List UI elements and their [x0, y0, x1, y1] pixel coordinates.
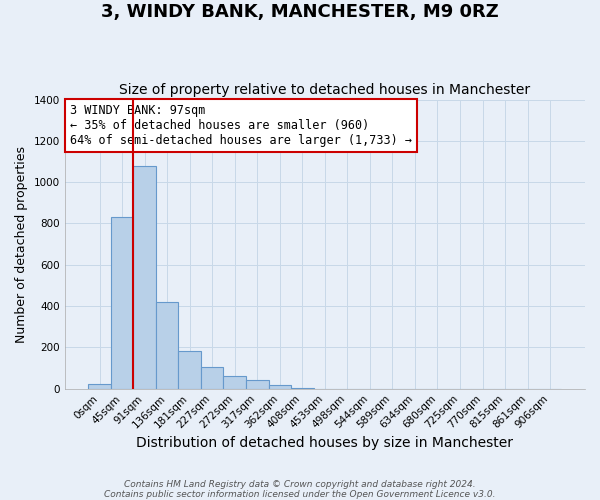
- Bar: [201, 368, 223, 388]
- Bar: [269, 384, 291, 388]
- Bar: [156, 302, 178, 388]
- Text: Contains HM Land Registry data © Crown copyright and database right 2024.
Contai: Contains HM Land Registry data © Crown c…: [104, 480, 496, 499]
- Y-axis label: Number of detached properties: Number of detached properties: [15, 146, 28, 342]
- Title: Size of property relative to detached houses in Manchester: Size of property relative to detached ho…: [119, 83, 530, 97]
- Bar: [178, 351, 201, 389]
- Bar: [133, 166, 156, 388]
- Text: 3, WINDY BANK, MANCHESTER, M9 0RZ: 3, WINDY BANK, MANCHESTER, M9 0RZ: [101, 2, 499, 21]
- Bar: [246, 380, 269, 388]
- Text: 3 WINDY BANK: 97sqm
← 35% of detached houses are smaller (960)
64% of semi-detac: 3 WINDY BANK: 97sqm ← 35% of detached ho…: [70, 104, 412, 147]
- Bar: [223, 376, 246, 388]
- Bar: [111, 218, 133, 388]
- Bar: [88, 384, 111, 388]
- X-axis label: Distribution of detached houses by size in Manchester: Distribution of detached houses by size …: [136, 436, 514, 450]
